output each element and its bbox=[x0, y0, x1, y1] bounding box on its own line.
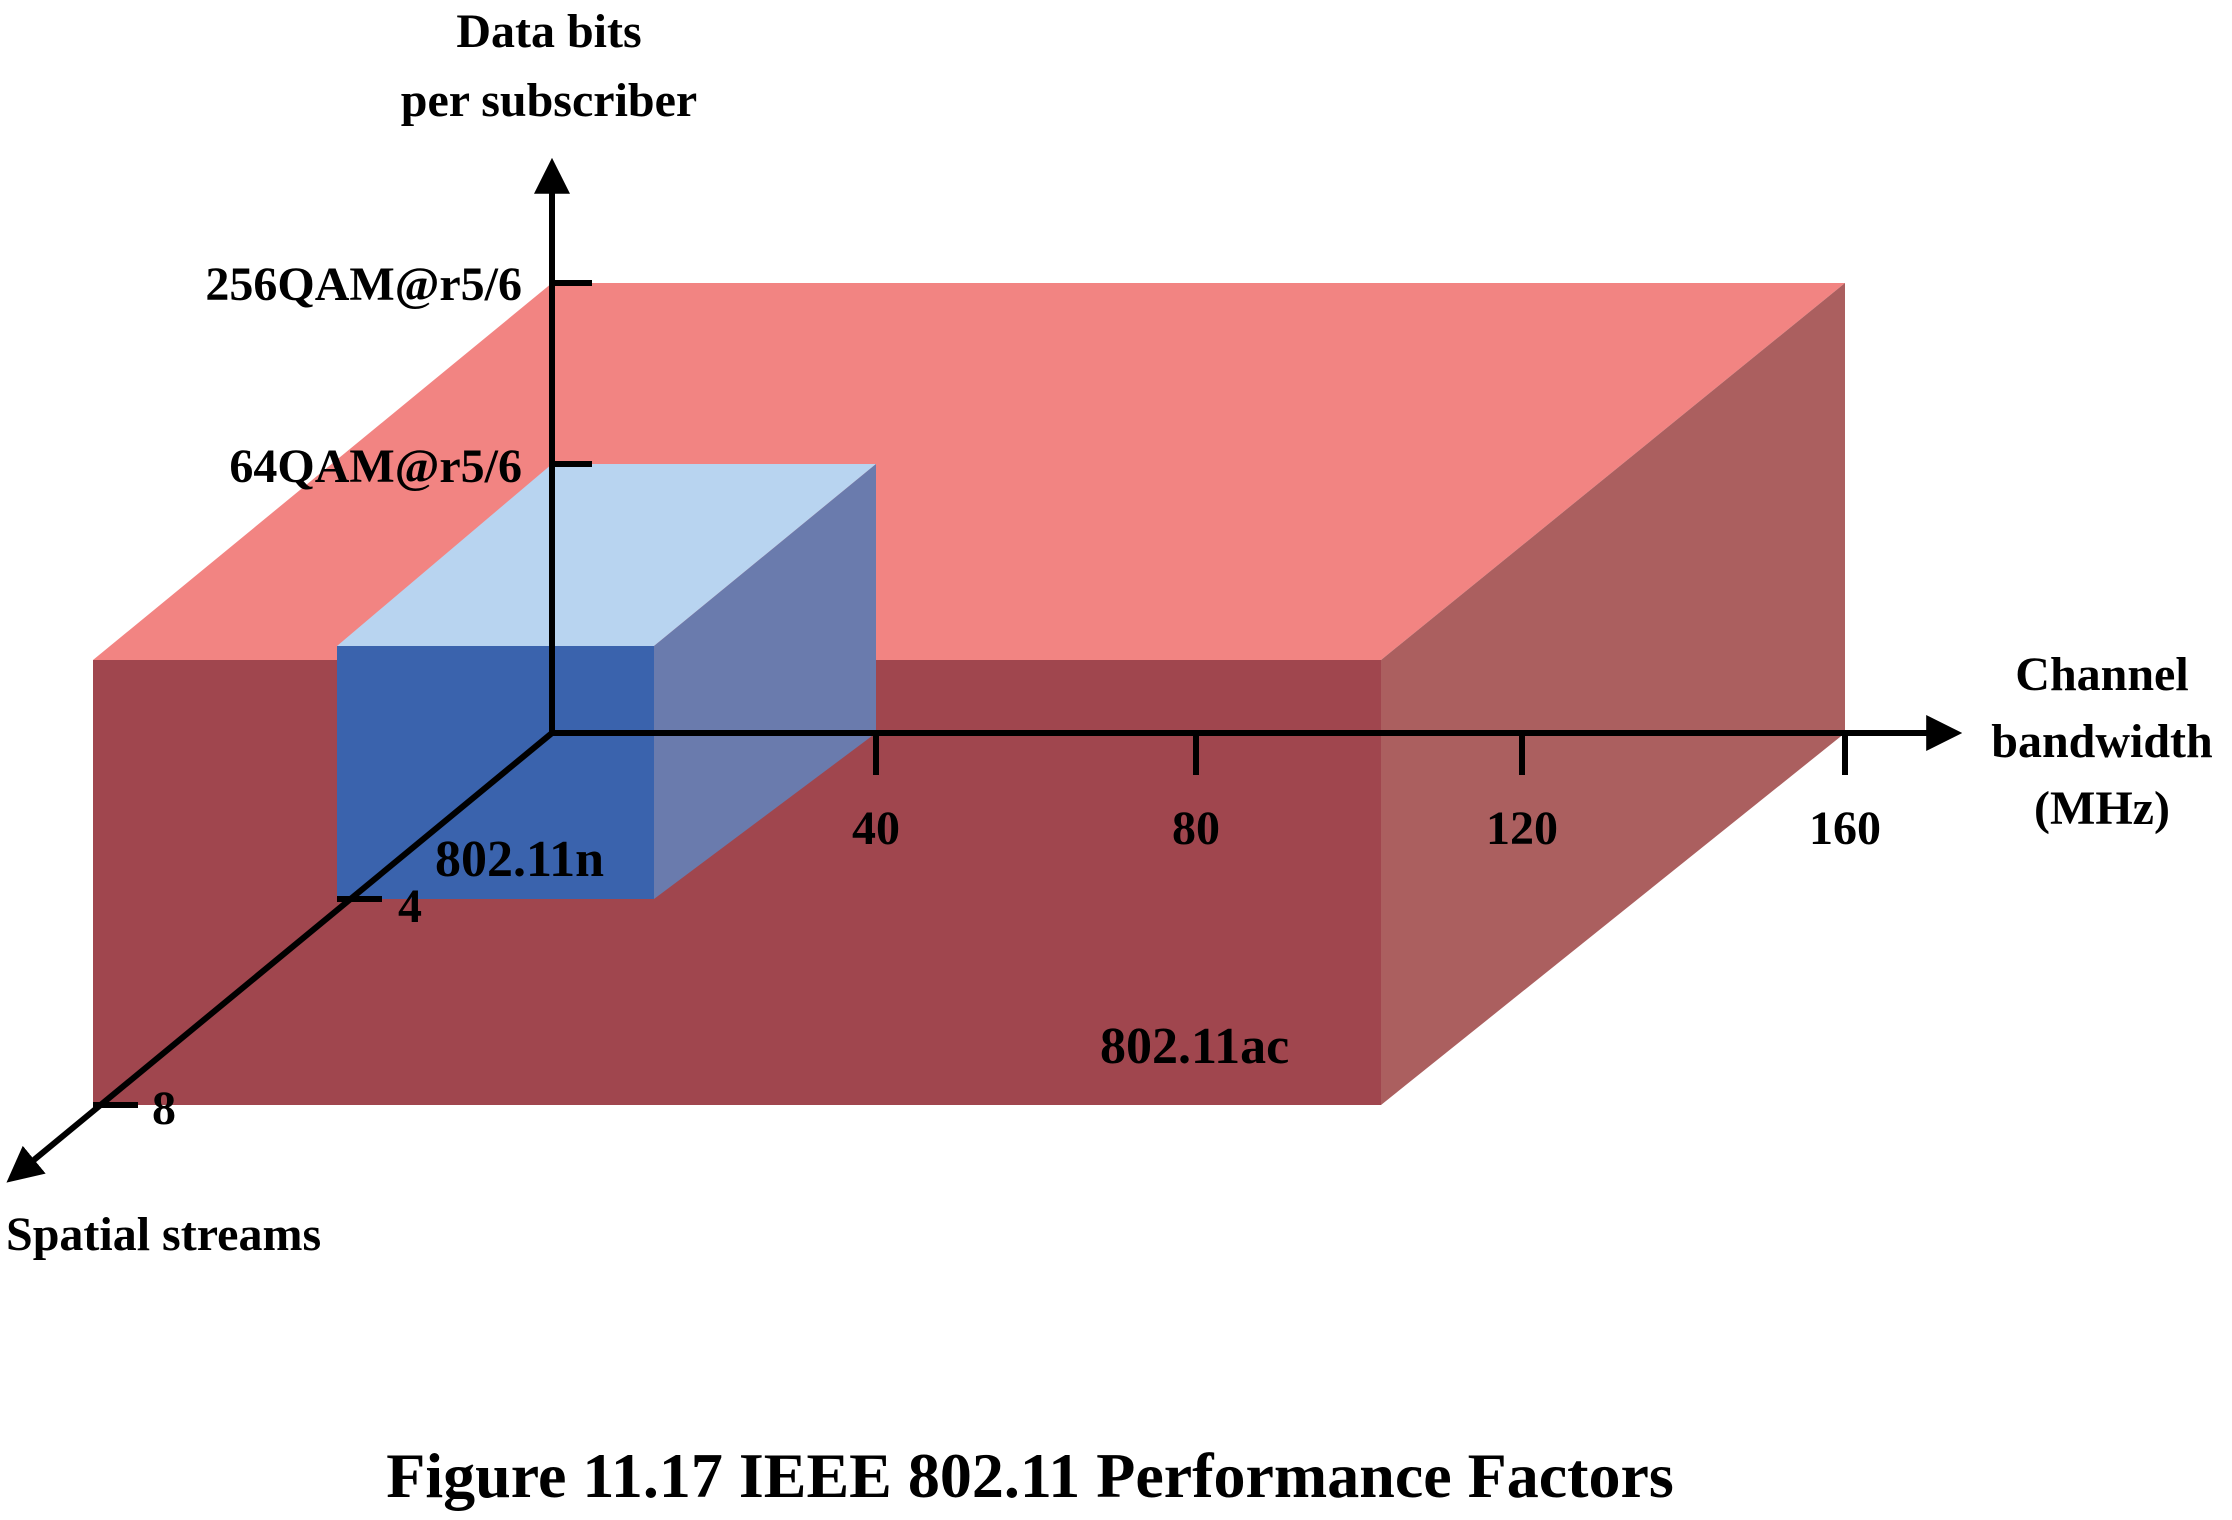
vertical-tick-label-64qam: 64QAM@r5/6 bbox=[229, 440, 522, 493]
axes bbox=[6, 157, 1963, 1183]
vertical-axis-title-line1: Data bits bbox=[456, 5, 641, 58]
figure-caption: Figure 11.17 IEEE 802.11 Performance Fac… bbox=[386, 1440, 1674, 1511]
horizontal-tick-label-120: 120 bbox=[1486, 802, 1558, 855]
small-box-front-face bbox=[337, 646, 654, 899]
small-box-top-face bbox=[337, 464, 876, 646]
large-box-side-face bbox=[1381, 283, 1845, 1105]
depth-tick-label-4: 4 bbox=[398, 880, 422, 933]
horizontal-tick-label-160: 160 bbox=[1809, 802, 1881, 855]
large-box-label: 802.11ac bbox=[1100, 1018, 1289, 1075]
small-box-side-face bbox=[654, 464, 876, 899]
small-box-80211n bbox=[337, 464, 876, 899]
horizontal-tick-label-80: 80 bbox=[1172, 802, 1220, 855]
depth-axis-title: Spatial streams bbox=[6, 1208, 321, 1261]
horizontal-axis-title-line1: Channel bbox=[2015, 648, 2188, 701]
depth-tick-label-8: 8 bbox=[152, 1082, 176, 1135]
horizontal-axis-title-line2: bandwidth bbox=[1991, 715, 2212, 768]
vertical-tick-label-256qam: 256QAM@r5/6 bbox=[205, 258, 522, 311]
vertical-axis-title-line2: per subscriber bbox=[401, 74, 697, 127]
horizontal-axis-title-line3: (MHz) bbox=[2034, 782, 2170, 835]
small-box-label: 802.11n bbox=[435, 831, 604, 888]
horizontal-tick-label-40: 40 bbox=[852, 802, 900, 855]
